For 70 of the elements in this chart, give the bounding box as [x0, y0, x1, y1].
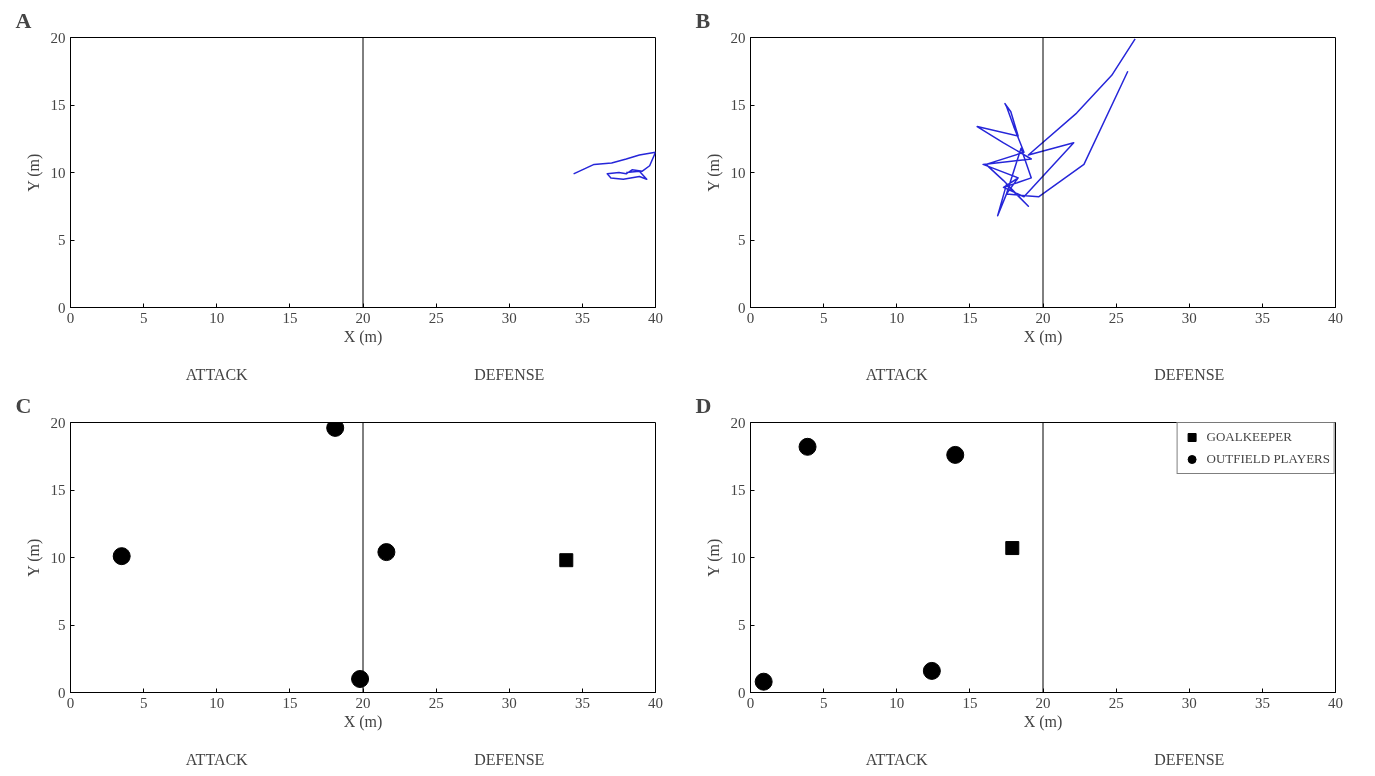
text: DEFENSE — [474, 750, 545, 768]
x-tick-label: 40 — [648, 309, 663, 326]
x-tick-label: 5 — [139, 694, 148, 711]
y-tick-label: 20 — [730, 414, 746, 431]
x-tick-label: 15 — [962, 309, 978, 326]
text: ATTACK — [865, 750, 929, 768]
text: ATTACK — [185, 365, 249, 383]
x-axis-title: X (m) — [343, 327, 383, 346]
y-tick-label: 5 — [58, 617, 66, 633]
x-tick-label: 20 — [355, 694, 371, 711]
x-tick-label: 10 — [889, 309, 905, 326]
x-axis-title: X (m) — [343, 712, 383, 731]
text: DEFENSE — [1154, 365, 1225, 383]
x-tick-label: 25 — [1108, 694, 1124, 711]
y-tick-label: 10 — [730, 164, 746, 181]
x-tick-label: 20 — [1035, 309, 1051, 326]
y-tick-label: 5 — [58, 232, 66, 248]
x-tick-label: 35 — [574, 309, 590, 326]
chart-title: B — [695, 7, 711, 33]
x-tick-label: 10 — [889, 694, 905, 711]
x-tick-label: 20 — [355, 309, 371, 326]
x-tick-label: 35 — [1254, 309, 1270, 326]
x-tick-label: 25 — [428, 694, 444, 711]
y-tick-label: 10 — [730, 549, 746, 566]
y-tick-label: 15 — [730, 97, 746, 113]
x-tick-label: 10 — [209, 694, 225, 711]
text: ATTACK — [865, 365, 929, 383]
x-tick-label: 40 — [1328, 309, 1343, 326]
x-axis-title: X (m) — [1023, 327, 1063, 346]
y-tick-label: 15 — [50, 97, 66, 113]
x-tick-label: 20 — [1035, 694, 1051, 711]
x-tick-label: 40 — [648, 694, 663, 711]
y-axis-title: Y (m) — [24, 538, 43, 577]
legend-label: GOALKEEPER — [1206, 429, 1292, 445]
x-tick-label: 30 — [1181, 309, 1197, 326]
x-tick-label: 15 — [962, 694, 978, 711]
x-tick-label: 30 — [1181, 694, 1197, 711]
x-tick-label: 40 — [1328, 694, 1343, 711]
text: DEFENSE — [474, 365, 545, 383]
y-tick-label: 20 — [50, 414, 66, 431]
y-tick-label: 10 — [50, 164, 66, 181]
chart-title: C — [15, 392, 32, 418]
x-tick-label: 35 — [1254, 694, 1270, 711]
x-tick-label: 30 — [501, 309, 517, 326]
y-tick-label: 5 — [738, 232, 746, 248]
y-tick-label: 15 — [50, 482, 66, 498]
legend-label: OUTFIELD PLAYERS — [1206, 451, 1330, 467]
text: ATTACK — [185, 750, 249, 768]
y-tick-label: 20 — [50, 29, 66, 46]
x-tick-label: 25 — [428, 309, 444, 326]
x-tick-label: 5 — [819, 309, 828, 326]
chart-title: D — [695, 392, 712, 418]
x-tick-label: 25 — [1108, 309, 1124, 326]
y-tick-label: 15 — [730, 482, 746, 498]
chart-title: A — [15, 7, 32, 33]
y-axis-title: Y (m) — [24, 153, 43, 192]
x-tick-label: 35 — [574, 694, 590, 711]
x-tick-label: 30 — [501, 694, 517, 711]
x-tick-label: 15 — [282, 694, 298, 711]
x-tick-label: 5 — [819, 694, 828, 711]
x-axis-title: X (m) — [1023, 712, 1063, 731]
x-tick-label: 15 — [282, 309, 298, 326]
x-tick-label: 10 — [209, 309, 225, 326]
y-tick-label: 5 — [738, 617, 746, 633]
text: DEFENSE — [1154, 750, 1225, 768]
y-axis-title: Y (m) — [704, 538, 723, 577]
y-axis-title: Y (m) — [704, 153, 723, 192]
y-tick-label: 20 — [730, 29, 746, 46]
x-tick-label: 5 — [139, 309, 148, 326]
y-tick-label: 10 — [50, 549, 66, 566]
